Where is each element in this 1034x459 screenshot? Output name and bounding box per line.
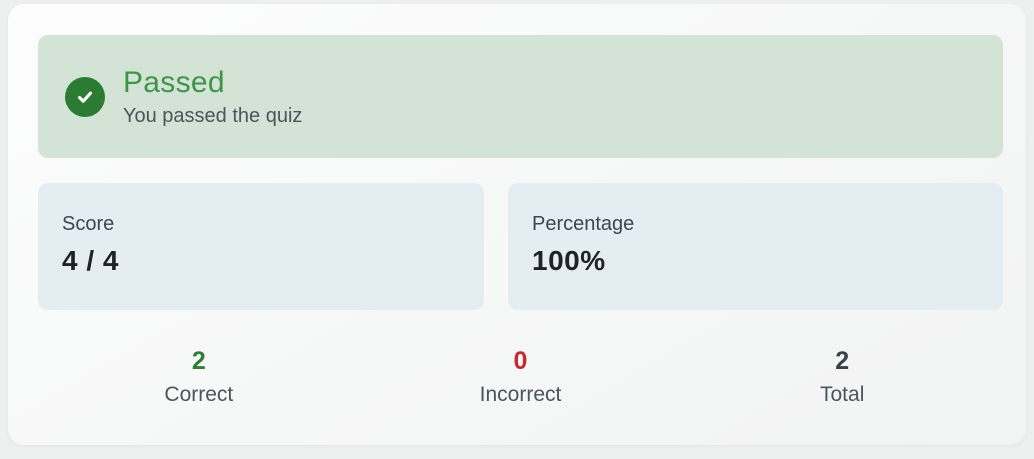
result-banner-text: Passed You passed the quiz (123, 66, 302, 128)
total-label: Total (820, 383, 865, 406)
total-count: 2 (835, 347, 850, 375)
stat-correct: 2 Correct (38, 347, 360, 407)
stats-row: 2 Correct 0 Incorrect 2 Total (38, 347, 1003, 407)
correct-label: Correct (164, 383, 234, 406)
correct-count: 2 (191, 347, 206, 375)
result-status-title: Passed (123, 65, 225, 99)
result-banner: Passed You passed the quiz (38, 35, 1003, 158)
check-circle-icon (65, 76, 105, 117)
percentage-label: Percentage (532, 213, 635, 235)
incorrect-label: Incorrect (479, 383, 562, 406)
stat-total: 2 Total (681, 347, 1003, 407)
incorrect-count: 0 (513, 347, 528, 375)
quiz-result-card: Passed You passed the quiz Score 4 / 4 P… (8, 4, 1026, 445)
score-label: Score (62, 213, 115, 235)
score-value: 4 / 4 (62, 245, 119, 276)
percentage-card: Percentage 100% (508, 183, 1003, 310)
stat-incorrect: 0 Incorrect (360, 347, 682, 407)
metrics-row: Score 4 / 4 Percentage 100% (38, 183, 1003, 310)
result-status-message: You passed the quiz (123, 104, 303, 127)
score-card: Score 4 / 4 (38, 183, 484, 310)
percentage-value: 100% (532, 245, 606, 276)
